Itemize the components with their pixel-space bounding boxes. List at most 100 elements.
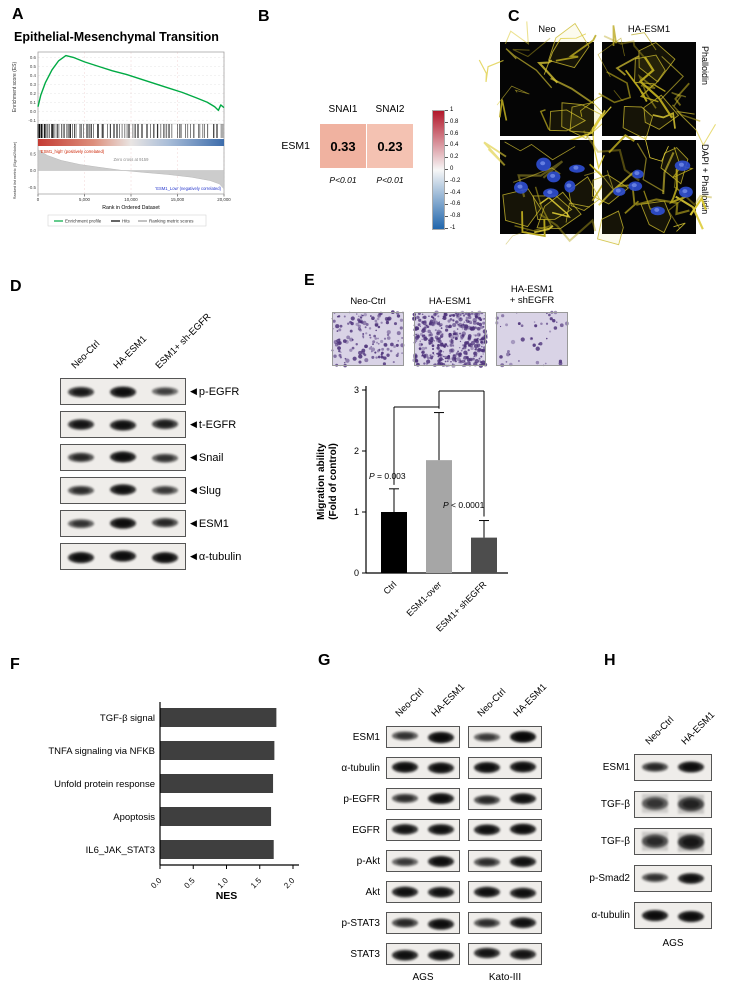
transwell-image-label: HA-ESM1 + shEGFR bbox=[509, 284, 555, 306]
chart-text: NES bbox=[216, 890, 238, 902]
panel-label-a: A bbox=[12, 6, 24, 23]
p-value-label: P < 0.0001 bbox=[443, 500, 485, 510]
gsea-title: Epithelial-Mesenchymal Transition bbox=[14, 30, 219, 44]
arrowhead-icon: ◀ bbox=[190, 452, 197, 462]
panel-label-g: G bbox=[318, 652, 331, 669]
blot-row-label: p-Smad2 bbox=[589, 873, 630, 884]
panel-label-h: H bbox=[604, 652, 616, 669]
chart-text: 'ESM1_Low' (negatively correlated) bbox=[155, 186, 221, 191]
blot-row-label: t-EGFR bbox=[198, 418, 237, 431]
heatmap-colorbar-tickmark bbox=[445, 169, 448, 170]
chart-text: 1.0 bbox=[216, 876, 231, 891]
chart-text: 2 bbox=[354, 446, 359, 456]
blot-row-label: TGF-β bbox=[600, 799, 630, 810]
heatmap-colorbar-tickmark bbox=[445, 110, 448, 111]
blot-row-p-EGFR bbox=[386, 788, 460, 810]
chart-text: 1.5 bbox=[249, 876, 264, 891]
blot-row-label-wrap: ◀ Slug bbox=[190, 477, 221, 504]
arrowhead-icon: ◀ bbox=[190, 419, 197, 429]
blot-row-α-tubulin bbox=[386, 757, 460, 779]
heatmap-colorbar-tickmark bbox=[445, 204, 448, 206]
chart-text: 3 bbox=[354, 385, 359, 395]
panel-label-b: B bbox=[258, 8, 270, 25]
heatmap-colorbar-tick: -0.2 bbox=[450, 177, 461, 184]
chart-text: Unfold protein response bbox=[54, 779, 155, 790]
heatmap-row-label: ESM1 bbox=[281, 140, 310, 152]
heatmap-colorbar-tickmark bbox=[445, 157, 448, 159]
heatmap-colorbar-tick: -0.8 bbox=[450, 213, 461, 220]
heatmap-cell: 0.23 bbox=[367, 124, 413, 168]
chart-text: -0.5 bbox=[28, 185, 36, 190]
chart-text: -0.1 bbox=[28, 118, 36, 123]
heatmap-colorbar-tick: 0 bbox=[450, 166, 454, 172]
chart-text: 1 bbox=[354, 507, 359, 517]
microscopy-col-label: HA-ESM1 bbox=[627, 24, 671, 35]
chart-text: Zero cross at 9159 bbox=[114, 157, 150, 162]
blot-row-ESM1 bbox=[60, 510, 186, 537]
lane-label: Neo-Ctrl bbox=[393, 686, 427, 720]
heatmap-colorbar-tick: 1 bbox=[450, 107, 454, 113]
blot-row-p-EGFR bbox=[468, 788, 542, 810]
blot-row-p-STAT3 bbox=[386, 912, 460, 934]
chart-text: 20,000 bbox=[217, 197, 231, 202]
chart-text: 10,000 bbox=[124, 197, 138, 202]
chart-text: Hits bbox=[122, 219, 130, 224]
heatmap-colorbar-tickmark bbox=[445, 216, 448, 218]
microscopy-col-label: Neo bbox=[538, 24, 556, 35]
chart-text: 0 bbox=[37, 197, 40, 202]
microscopy-row-label: Phalloidin bbox=[700, 46, 710, 86]
blot-row-label: α-tubulin bbox=[341, 762, 380, 774]
blot-row-t-EGFR bbox=[60, 411, 186, 438]
correlation-heatmap: SNAI1 SNAI2 ESM1 0.33 0.23 P<0.01 P<0.01 1 0.8 0.… bbox=[262, 100, 472, 250]
microscopy-row-label: DAPI + Phalloidin bbox=[700, 144, 710, 215]
chart-text: 0.1 bbox=[30, 100, 37, 105]
heatmap-colorbar-tick: -0.6 bbox=[450, 201, 461, 208]
microscopy-image bbox=[568, 25, 716, 147]
p-value-label: P = 0.003 bbox=[369, 471, 406, 481]
chart-text: 0.5 bbox=[30, 151, 37, 156]
microscopy-image bbox=[478, 21, 625, 140]
blot-row-α-tubulin bbox=[634, 902, 712, 929]
heatmap-p-label: P<0.01 bbox=[329, 175, 357, 185]
blot-row-label: TGF-β bbox=[600, 836, 630, 847]
blot-row-ESM1 bbox=[634, 754, 712, 781]
chart-text: 0.5 bbox=[182, 876, 197, 891]
panel-label-c: C bbox=[508, 8, 520, 25]
arrowhead-icon: ◀ bbox=[190, 518, 197, 528]
blot-row-label: p-EGFR bbox=[343, 793, 380, 805]
blot-row-label: α-tubulin bbox=[198, 550, 242, 563]
blot-row-Slug bbox=[60, 477, 186, 504]
transwell-image bbox=[331, 310, 405, 368]
heatmap-col-label: SNAI1 bbox=[328, 104, 358, 115]
chart-text: Ranking metric scores bbox=[149, 219, 194, 224]
lane-label: ESM1+ sh-EGFR bbox=[153, 311, 214, 372]
lane-label: HA-ESM1 bbox=[111, 333, 150, 372]
heatmap-colorbar-tick: -1 bbox=[450, 225, 456, 231]
blot-row-label: p-STAT3 bbox=[341, 917, 380, 929]
heatmap-p-label: P<0.01 bbox=[376, 175, 404, 185]
gsea-plot: 0.6 0.5 0.4 0.3 0.2 0.1 0.0 -0.1 0.5 0.0 -0.5 0 5,00… bbox=[12, 51, 231, 227]
blot-row-label: STAT3 bbox=[350, 948, 380, 960]
chart-text: 2.0 bbox=[282, 876, 297, 891]
blot-row-Akt bbox=[386, 881, 460, 903]
blot-row-TGF-β bbox=[634, 791, 712, 818]
heatmap-colorbar-tick: -0.4 bbox=[450, 189, 461, 196]
blot-row-Akt bbox=[468, 881, 542, 903]
blot-row-ESM1 bbox=[468, 726, 542, 748]
blot-row-p-Akt bbox=[386, 850, 460, 872]
blot-row-EGFR bbox=[386, 819, 460, 841]
heatmap-colorbar-tick: 0.4 bbox=[450, 142, 459, 149]
microscopy-image bbox=[483, 140, 607, 245]
transwell-image bbox=[412, 310, 488, 368]
heatmap-colorbar-tickmark bbox=[445, 121, 448, 123]
blot-row-label-wrap: ◀ p-EGFR bbox=[190, 378, 239, 405]
chart-text: TNFA signaling via NFKB bbox=[48, 746, 155, 757]
chart-text: Ranked list metric (Signal2Noise) bbox=[12, 141, 17, 199]
blot-row-label-wrap: ◀ Snail bbox=[190, 444, 223, 471]
blot-row-p-EGFR bbox=[60, 378, 186, 405]
cellline-caption: Kato-III bbox=[488, 972, 522, 983]
blot-row-p-Akt bbox=[468, 850, 542, 872]
heatmap-colorbar-tickmark bbox=[445, 133, 448, 135]
panel-label-e: E bbox=[304, 272, 315, 289]
